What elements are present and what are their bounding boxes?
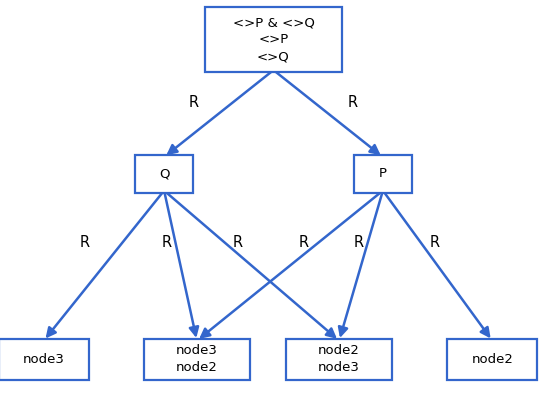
Text: Q: Q [159, 167, 170, 180]
Text: node3: node3 [23, 353, 65, 366]
Text: R: R [189, 95, 199, 110]
Text: R: R [353, 235, 363, 250]
FancyBboxPatch shape [447, 339, 537, 380]
Text: R: R [348, 95, 358, 110]
FancyBboxPatch shape [0, 339, 89, 380]
Text: node2: node2 [472, 353, 513, 366]
Text: node2
node3: node2 node3 [318, 344, 360, 374]
FancyBboxPatch shape [143, 339, 250, 380]
FancyBboxPatch shape [286, 339, 393, 380]
FancyBboxPatch shape [136, 155, 193, 192]
Text: R: R [233, 235, 243, 250]
Text: R: R [162, 235, 172, 250]
Text: R: R [430, 235, 440, 250]
Text: P: P [379, 167, 387, 180]
Text: R: R [299, 235, 309, 250]
Text: node3
node2: node3 node2 [176, 344, 218, 374]
Text: <>P & <>Q
<>P
<>Q: <>P & <>Q <>P <>Q [232, 16, 315, 63]
FancyBboxPatch shape [354, 155, 411, 192]
Text: R: R [80, 235, 90, 250]
FancyBboxPatch shape [205, 7, 342, 72]
